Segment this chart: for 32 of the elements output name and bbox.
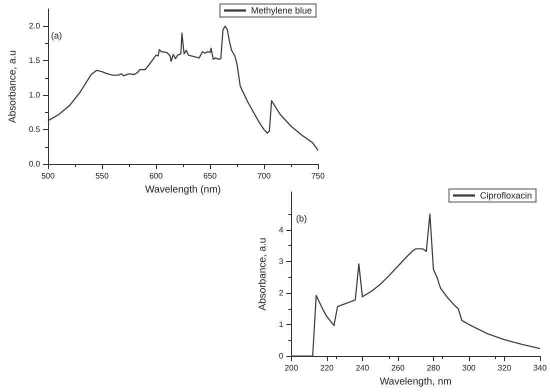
x-axis-title: Wavelength, nm [380, 376, 452, 388]
y-tick-label: 2.0 [28, 22, 41, 31]
x-tick-label: 320 [498, 364, 512, 373]
x-tick-label: 220 [320, 364, 334, 373]
y-axis-title: Absorbance, a.u [258, 238, 268, 310]
x-tick-label: 650 [203, 172, 218, 181]
y-axis-title: Absorbance, a.u [8, 50, 18, 123]
annotation: (b) [296, 214, 307, 224]
y-tick-label: 0.0 [28, 160, 41, 169]
x-tick-label: 750 [311, 172, 326, 181]
x-tick-label: 550 [95, 172, 110, 181]
y-tick-label: 2 [278, 288, 284, 298]
y-tick-label: 1 [278, 320, 284, 330]
y-tick-label: 1.0 [28, 90, 41, 100]
y-tick-label: 4 [278, 225, 284, 234]
legend-label: Ciprofloxacin [480, 190, 532, 200]
y-tick-label: 1.5 [28, 56, 41, 66]
x-tick-label: 700 [257, 172, 272, 181]
y-tick-label: 3 [278, 256, 284, 266]
x-tick-label: 200 [284, 364, 299, 373]
y-tick-label: 0.5 [28, 125, 41, 134]
x-tick-label: 300 [462, 364, 476, 373]
x-tick-label: 260 [391, 364, 406, 373]
x-tick-label: 240 [356, 364, 370, 373]
x-tick-label: 340 [533, 364, 548, 373]
y-tick-label: 0 [278, 352, 284, 361]
x-tick-label: 280 [426, 364, 441, 373]
legend-label: Methylene blue [250, 6, 312, 16]
x-tick-label: 500 [41, 172, 56, 181]
x-axis-title: Wavelength (nm) [145, 184, 221, 196]
x-tick-label: 600 [149, 172, 164, 181]
annotation: (a) [51, 30, 62, 40]
